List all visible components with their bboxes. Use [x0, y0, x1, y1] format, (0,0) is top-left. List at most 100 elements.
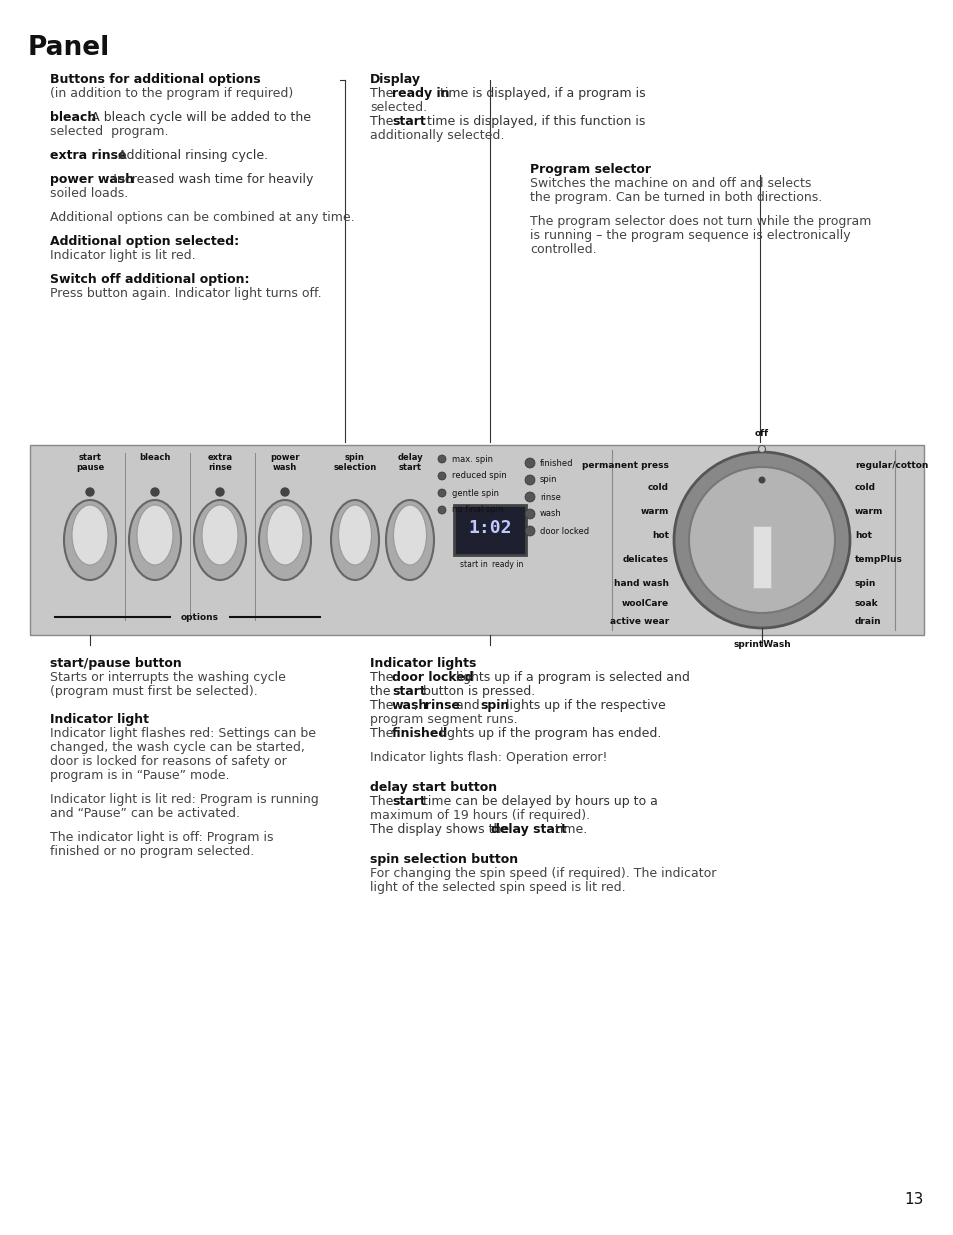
Circle shape	[151, 488, 159, 496]
Text: bleach: bleach	[139, 453, 171, 462]
Ellipse shape	[258, 500, 311, 580]
Circle shape	[281, 488, 289, 496]
Bar	[30, 445, 923, 635]
Text: program segment runs.: program segment runs.	[370, 713, 517, 726]
Text: start: start	[398, 463, 421, 472]
Circle shape	[758, 477, 764, 483]
Text: (in addition to the program if required): (in addition to the program if required)	[50, 86, 293, 100]
Circle shape	[437, 506, 446, 514]
Bar	[752, 526, 770, 588]
Text: ready in: ready in	[492, 559, 523, 569]
Ellipse shape	[386, 500, 434, 580]
Text: Indicator lights: Indicator lights	[370, 657, 476, 671]
Text: rinse: rinse	[424, 699, 459, 713]
Text: start/pause button: start/pause button	[50, 657, 182, 671]
Text: program is in “Pause” mode.: program is in “Pause” mode.	[50, 769, 230, 782]
Text: tempPlus: tempPlus	[854, 556, 902, 564]
Circle shape	[524, 509, 535, 519]
Text: Additional options can be combined at any time.: Additional options can be combined at an…	[50, 211, 355, 224]
Circle shape	[437, 489, 446, 496]
Text: start: start	[392, 115, 425, 128]
Text: The: The	[370, 671, 397, 684]
Text: door locked: door locked	[392, 671, 473, 684]
Text: lights up if a program is selected and: lights up if a program is selected and	[452, 671, 690, 684]
Text: warm: warm	[640, 508, 668, 516]
Ellipse shape	[64, 500, 116, 580]
Text: delay: delay	[396, 453, 422, 462]
Ellipse shape	[338, 505, 371, 564]
Text: Switches the machine on and off and selects: Switches the machine on and off and sele…	[530, 177, 810, 190]
Text: The: The	[370, 699, 397, 713]
Text: controlled.: controlled.	[530, 243, 596, 256]
Ellipse shape	[202, 505, 237, 564]
Text: and: and	[452, 699, 483, 713]
Text: Indicator light is lit red.: Indicator light is lit red.	[50, 249, 195, 262]
Text: Press button again. Indicator light turns off.: Press button again. Indicator light turn…	[50, 287, 321, 300]
Text: (program must first be selected).: (program must first be selected).	[50, 685, 257, 698]
Ellipse shape	[331, 500, 378, 580]
Text: rinse: rinse	[208, 463, 232, 472]
Ellipse shape	[129, 500, 181, 580]
Ellipse shape	[193, 500, 246, 580]
Text: time can be delayed by hours up to a: time can be delayed by hours up to a	[419, 795, 658, 808]
Circle shape	[524, 458, 535, 468]
Text: regular/cotton: regular/cotton	[854, 461, 927, 469]
Text: lights up if the respective: lights up if the respective	[501, 699, 665, 713]
Text: Indicator light is lit red: Program is running: Indicator light is lit red: Program is r…	[50, 793, 318, 806]
Text: wash: wash	[539, 510, 561, 519]
Text: selection: selection	[333, 463, 376, 472]
Text: extra: extra	[207, 453, 233, 462]
Text: active wear: active wear	[609, 618, 668, 626]
Text: 13: 13	[903, 1192, 923, 1207]
Text: 1:02: 1:02	[468, 519, 511, 537]
Text: cold: cold	[854, 483, 875, 493]
Text: maximum of 19 hours (if required).: maximum of 19 hours (if required).	[370, 809, 590, 823]
Text: Buttons for additional options: Buttons for additional options	[50, 73, 260, 86]
Text: max. spin: max. spin	[452, 454, 493, 463]
Text: : Increased wash time for heavily: : Increased wash time for heavily	[105, 173, 313, 186]
Text: delicates: delicates	[622, 556, 668, 564]
Text: rinse: rinse	[539, 493, 560, 501]
Text: bleach: bleach	[50, 111, 96, 124]
Text: Switch off additional option:: Switch off additional option:	[50, 273, 250, 287]
Text: gentle spin: gentle spin	[452, 489, 498, 498]
Text: wash: wash	[392, 699, 428, 713]
Text: The: The	[370, 727, 397, 740]
Circle shape	[673, 452, 849, 629]
Circle shape	[758, 446, 764, 452]
Text: the: the	[370, 685, 395, 698]
Text: hot: hot	[854, 531, 871, 541]
Bar	[454, 505, 525, 555]
Text: light of the selected spin speed is lit red.: light of the selected spin speed is lit …	[370, 881, 625, 894]
Text: time is displayed, if this function is: time is displayed, if this function is	[419, 115, 645, 128]
Ellipse shape	[393, 505, 426, 564]
Text: Indicator light: Indicator light	[50, 713, 149, 726]
Text: The program selector does not turn while the program: The program selector does not turn while…	[530, 215, 870, 228]
Text: off: off	[754, 429, 768, 438]
Text: soiled loads.: soiled loads.	[50, 186, 128, 200]
Text: For changing the spin speed (if required). The indicator: For changing the spin speed (if required…	[370, 867, 716, 881]
Text: The display shows the: The display shows the	[370, 823, 513, 836]
Text: hand wash: hand wash	[614, 579, 668, 589]
Text: ,: ,	[414, 699, 421, 713]
Text: Program selector: Program selector	[530, 163, 650, 177]
Text: : A bleach cycle will be added to the: : A bleach cycle will be added to the	[83, 111, 311, 124]
Text: Indicator light flashes red: Settings can be: Indicator light flashes red: Settings ca…	[50, 727, 315, 740]
Text: : Additional rinsing cycle.: : Additional rinsing cycle.	[111, 149, 269, 162]
Text: door is locked for reasons of safety or: door is locked for reasons of safety or	[50, 755, 287, 768]
Text: is running – the program sequence is electronically: is running – the program sequence is ele…	[530, 228, 850, 242]
Text: soak: soak	[854, 599, 878, 609]
Circle shape	[437, 472, 446, 480]
Ellipse shape	[71, 505, 108, 564]
Text: delay start: delay start	[491, 823, 566, 836]
Text: start: start	[78, 453, 101, 462]
Text: spin: spin	[479, 699, 509, 713]
Text: time is displayed, if a program is: time is displayed, if a program is	[436, 86, 645, 100]
Text: warm: warm	[854, 508, 882, 516]
Text: spin: spin	[854, 579, 876, 589]
Text: spin: spin	[345, 453, 365, 462]
Ellipse shape	[137, 505, 172, 564]
Circle shape	[524, 492, 535, 501]
Text: The indicator light is off: Program is: The indicator light is off: Program is	[50, 831, 274, 844]
Circle shape	[86, 488, 94, 496]
